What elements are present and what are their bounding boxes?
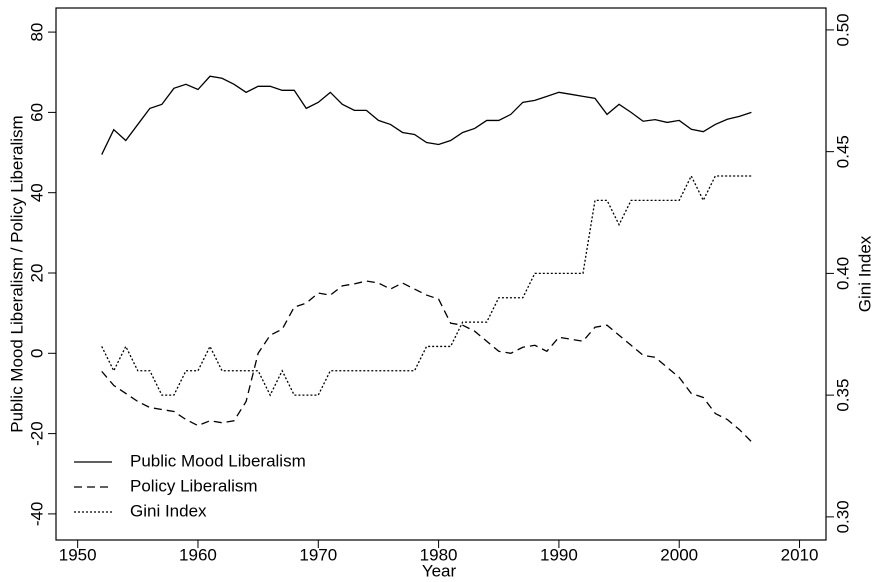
x-axis-label: Year — [422, 561, 457, 580]
legend-label: Gini Index — [130, 501, 207, 520]
y-tick-label: 20 — [27, 264, 46, 283]
y-tick-label: 0 — [27, 349, 46, 358]
series-line — [101, 174, 752, 397]
x-tick-label: 2010 — [781, 545, 819, 564]
series-line — [101, 75, 752, 155]
legend-label: Public Mood Liberalism — [130, 451, 306, 470]
series-line — [101, 280, 752, 443]
y2-tick-label: 0.45 — [833, 135, 852, 168]
x-tick-label: 1960 — [179, 545, 217, 564]
y-tick-label: -40 — [27, 502, 46, 527]
y-tick-label: -20 — [27, 421, 46, 446]
y2-tick-label: 0.35 — [833, 379, 852, 412]
y2-tick-label: 0.50 — [833, 13, 852, 46]
x-tick-label: 2000 — [660, 545, 698, 564]
y-tick-label: 80 — [27, 23, 46, 42]
x-tick-label: 1990 — [540, 545, 578, 564]
x-tick-label: 1980 — [420, 545, 458, 564]
y-tick-label: 40 — [27, 183, 46, 202]
y-tick-label: 60 — [27, 103, 46, 122]
plot-frame — [55, 7, 827, 541]
y2-tick-label: 0.30 — [833, 500, 852, 533]
y-axis-label: Public Mood Liberalism / Policy Liberali… — [7, 115, 26, 432]
x-tick-label: 1950 — [59, 545, 97, 564]
legend-label: Policy Liberalism — [130, 476, 258, 495]
y2-tick-label: 0.40 — [833, 257, 852, 290]
x-tick-label: 1970 — [299, 545, 337, 564]
y2-axis-label: Gini Index — [855, 235, 874, 312]
